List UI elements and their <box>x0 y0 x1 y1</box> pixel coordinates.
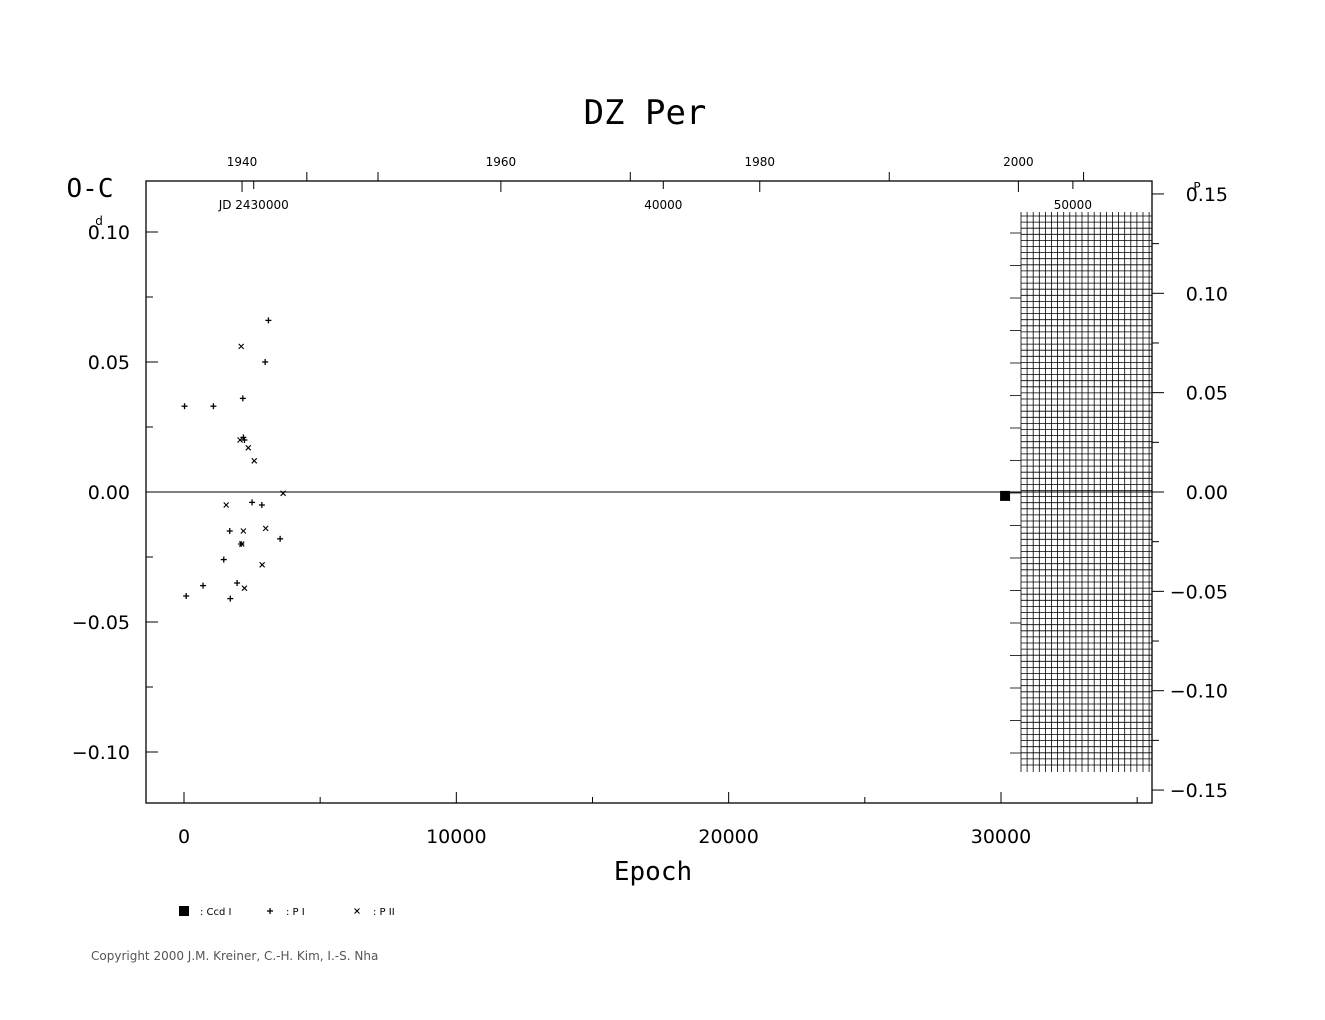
y-tick-label: −0.10 <box>72 742 130 764</box>
point-cross <box>240 528 247 534</box>
year-tick-label: 1960 <box>486 155 517 169</box>
point-plus <box>258 502 265 508</box>
point-cross <box>238 343 245 350</box>
right-unit-label: P <box>1193 180 1200 194</box>
right-tick-label: 0.00 <box>1186 482 1228 504</box>
y-unit-label: d <box>95 214 103 228</box>
cross-b <box>238 343 245 350</box>
point-cross <box>237 437 243 443</box>
point-plus <box>181 403 188 410</box>
cross-b <box>251 457 258 464</box>
cross-b <box>237 437 243 443</box>
right-tick-label: 0.05 <box>1186 383 1228 405</box>
legend: : Ccd I : P I : P II <box>179 906 395 918</box>
point-plus <box>210 403 217 410</box>
x-tick-label: 20000 <box>698 826 758 848</box>
point-plus <box>200 582 207 589</box>
y-tick-label: 0.10 <box>88 222 130 244</box>
jd-tick-label: 40000 <box>644 198 682 212</box>
y-axis-label: O-C <box>67 174 114 204</box>
point-plus <box>249 499 256 506</box>
legend-label: : P I <box>286 907 305 918</box>
point-plus <box>183 593 190 599</box>
y-tick-label: −0.05 <box>72 612 130 634</box>
y-tick-label: 0.05 <box>88 352 130 374</box>
point-cross <box>245 444 252 451</box>
right-tick-label: −0.05 <box>1170 581 1228 603</box>
point-cross <box>259 561 266 568</box>
point-plus <box>277 535 284 542</box>
chart-title: DZ Per <box>584 93 707 133</box>
point-cross <box>262 525 269 532</box>
cross-b <box>262 525 269 532</box>
x-tick-label: 0 <box>178 826 190 848</box>
point-cross <box>223 502 230 508</box>
axes: 0 10000 20000 30000 0.10 0.05 0.00 −0.05 −0.10 0.… <box>72 155 1228 848</box>
cross-b <box>238 541 245 547</box>
legend-label: : Ccd I <box>200 907 232 918</box>
point-plus <box>265 317 272 324</box>
jd-tick-label: JD 2430000 <box>218 198 289 212</box>
right-tick-label: −0.10 <box>1170 681 1228 703</box>
x-tick-label: 10000 <box>426 826 486 848</box>
year-tick-label: 1940 <box>227 155 258 169</box>
point-plus <box>239 395 246 402</box>
x-tick-label: 30000 <box>971 826 1031 848</box>
year-tick-label: 1980 <box>744 155 775 169</box>
point-plus <box>226 528 233 534</box>
cross-b <box>280 490 287 497</box>
cross-b <box>245 444 252 451</box>
cross-b <box>240 528 247 534</box>
cross-b <box>241 585 248 592</box>
year-tick-label: 2000 <box>1003 155 1034 169</box>
point-plus <box>220 556 227 563</box>
data-points <box>181 317 1011 602</box>
jd-tick-label: 50000 <box>1054 198 1092 212</box>
legend-marker-square <box>179 906 189 916</box>
x-axis-label: Epoch <box>614 857 692 887</box>
point-plus <box>227 595 234 602</box>
right-tick-label: 0.15 <box>1186 184 1228 206</box>
cross-b <box>259 561 266 568</box>
legend-marker-cross <box>354 908 360 914</box>
point-cross <box>241 585 248 592</box>
point-cross <box>280 490 287 497</box>
legend-label: : P II <box>373 907 395 918</box>
point-plus <box>234 580 241 586</box>
cross-b <box>223 502 230 508</box>
copyright-notice: Copyright 2000 J.M. Kreiner, C.-H. Kim, … <box>91 949 379 963</box>
point-cross <box>238 541 245 547</box>
point-square <box>1000 490 1011 501</box>
legend-marker-plus <box>267 908 273 914</box>
y-tick-label: 0.00 <box>88 482 130 504</box>
cross-b <box>354 908 360 914</box>
right-tick-label: −0.15 <box>1170 780 1228 802</box>
point-plus <box>241 437 248 443</box>
right-tick-label: 0.10 <box>1186 283 1228 305</box>
point-cross <box>251 457 258 464</box>
point-plus <box>262 359 269 365</box>
